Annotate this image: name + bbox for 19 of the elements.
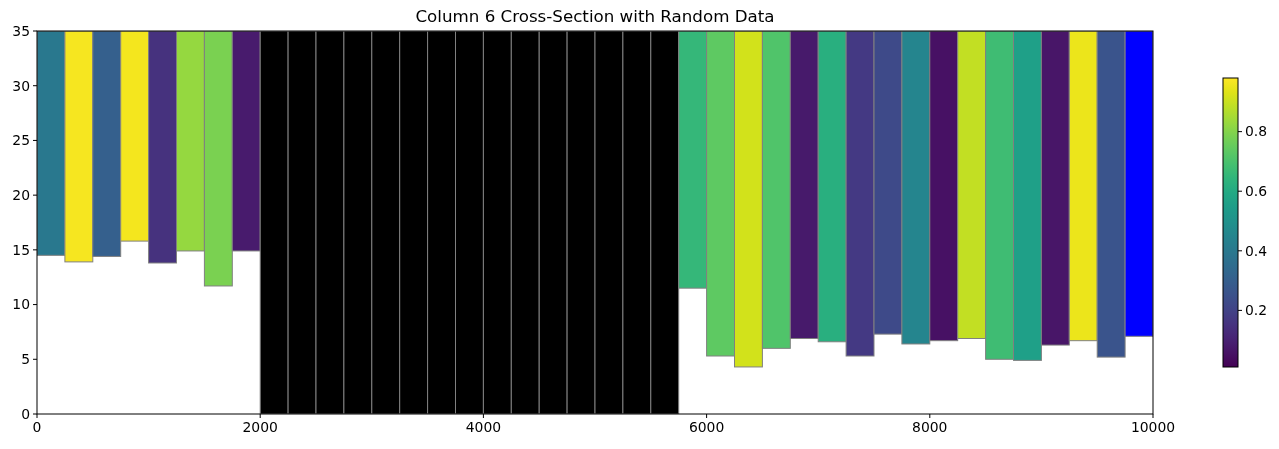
- color-bar-label: 0.2: [1245, 302, 1268, 319]
- x-tick-label: 2000: [242, 419, 278, 435]
- x-tick-label: 4000: [465, 419, 502, 435]
- color-bar-label: 0.6: [1245, 183, 1268, 200]
- x-tick-label: 6000: [688, 419, 725, 435]
- y-tick-label: 0: [21, 405, 30, 422]
- x-tick-label: 10000: [1130, 419, 1176, 435]
- x-tick-label: 0: [32, 419, 42, 435]
- x-tick-label: 8000: [912, 419, 948, 435]
- chart-title: Column 6 Cross-Section with Random Data: [415, 6, 775, 26]
- color-bar-label: 0.8: [1245, 123, 1268, 140]
- y-tick-label: 10: [12, 296, 30, 313]
- y-tick-label: 35: [12, 22, 30, 39]
- y-tick-label: 20: [12, 187, 30, 204]
- color-bar-label: 0.4: [1245, 242, 1268, 259]
- y-tick-label: 5: [21, 351, 30, 368]
- y-tick-label: 15: [12, 241, 30, 258]
- y-tick-label: 30: [12, 77, 30, 94]
- y-tick-label: 25: [12, 132, 30, 149]
